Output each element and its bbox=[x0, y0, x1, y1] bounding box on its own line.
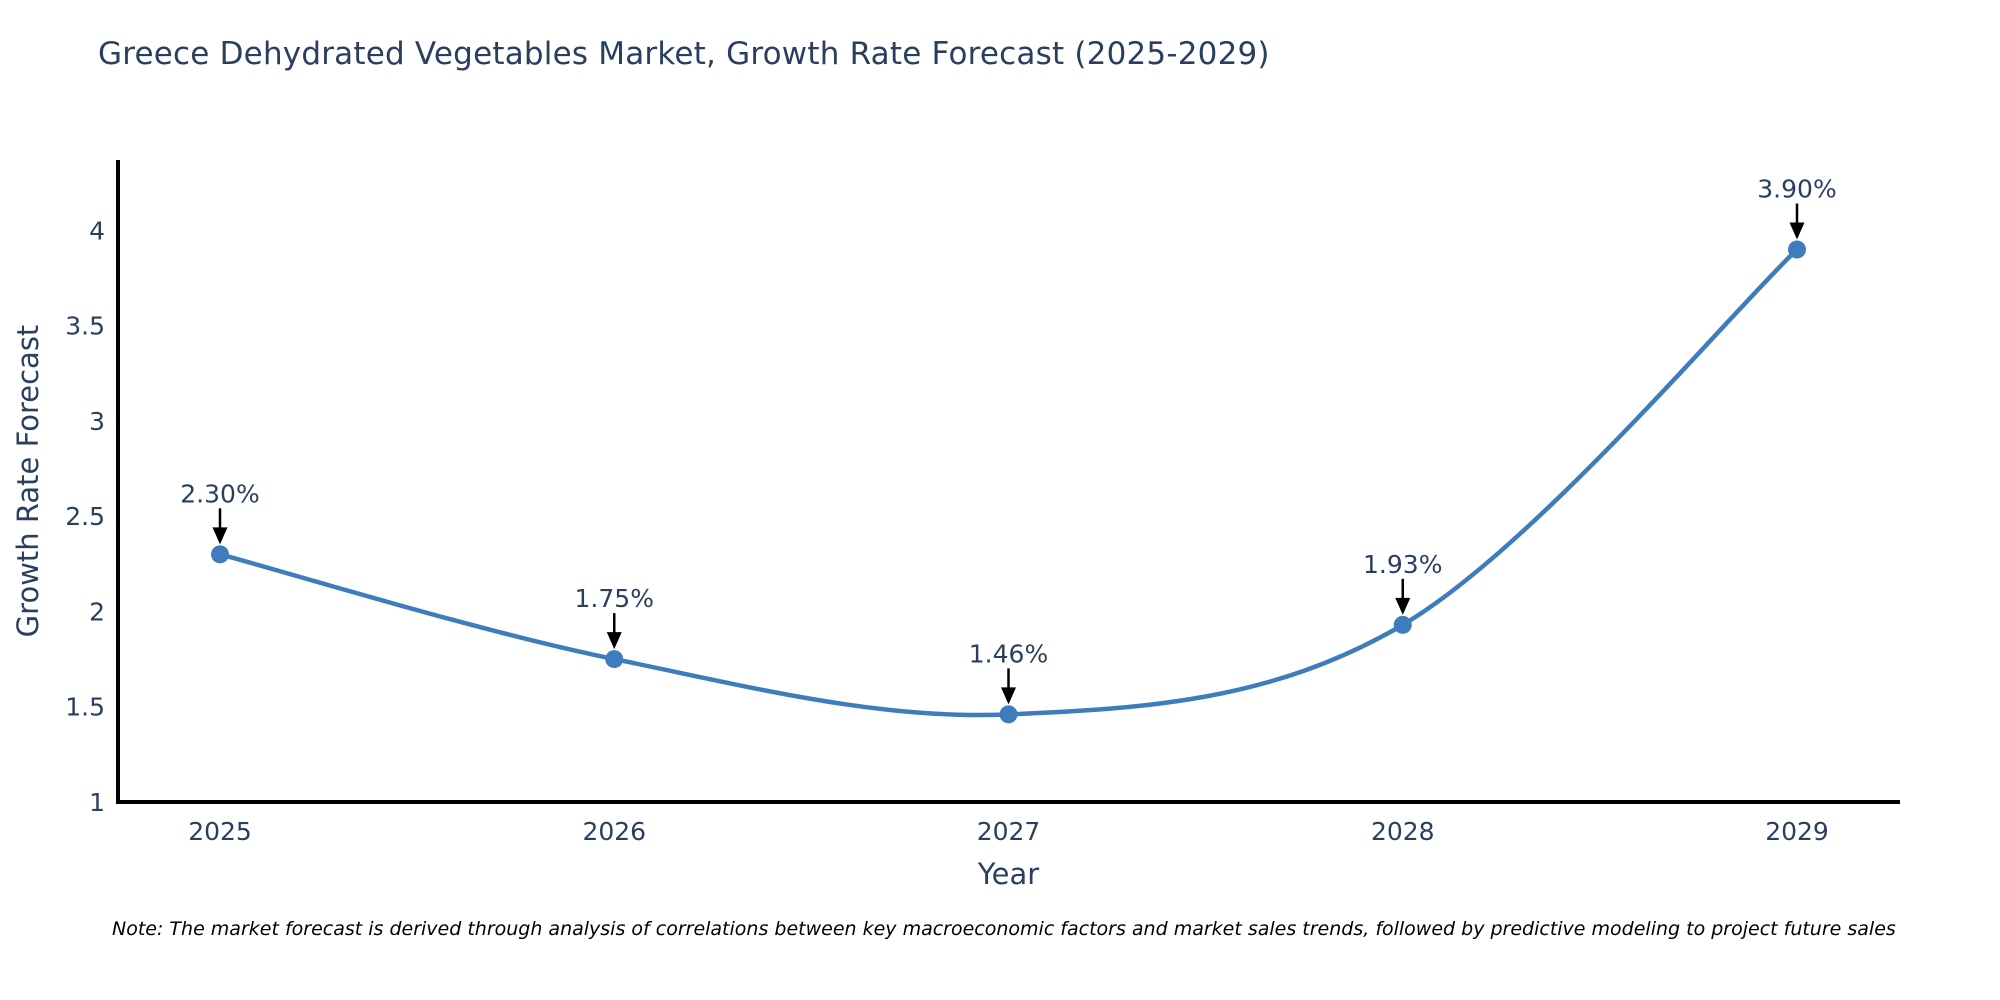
y-axis-title: Growth Rate Forecast bbox=[11, 325, 45, 638]
point-label: 3.90% bbox=[1757, 175, 1836, 204]
x-tick-label: 2027 bbox=[977, 817, 1041, 846]
chart-title: Greece Dehydrated Vegetables Market, Gro… bbox=[98, 36, 1270, 72]
data-point-2026[interactable] bbox=[605, 650, 624, 669]
data-point-2027[interactable] bbox=[999, 705, 1018, 724]
data-point-2029[interactable] bbox=[1788, 240, 1806, 259]
data-point-2025[interactable] bbox=[211, 545, 229, 564]
y-tick-label: 2 bbox=[89, 597, 105, 626]
point-label: 2.30% bbox=[180, 479, 259, 508]
forecast-line bbox=[217, 247, 1800, 718]
annotation-arrowhead bbox=[212, 527, 228, 545]
y-tick-label: 3.5 bbox=[65, 312, 105, 341]
point-label: 1.46% bbox=[969, 639, 1048, 668]
point-label: 1.93% bbox=[1363, 550, 1442, 579]
y-tick-label: 1 bbox=[89, 788, 105, 817]
annotation-arrowhead bbox=[1395, 597, 1411, 615]
y-tick-label: 3 bbox=[89, 407, 105, 436]
x-tick-label: 2028 bbox=[1371, 817, 1435, 846]
data-point-2028[interactable] bbox=[1393, 615, 1412, 634]
point-label: 1.75% bbox=[575, 584, 654, 613]
y-tick-label: 4 bbox=[89, 216, 105, 245]
x-axis-title: Year bbox=[977, 857, 1039, 891]
x-tick-label: 2026 bbox=[582, 817, 646, 846]
x-tick-label: 2025 bbox=[188, 817, 252, 846]
annotation-arrowhead bbox=[1001, 687, 1016, 705]
y-tick-label: 1.5 bbox=[65, 693, 105, 722]
annotation-arrowhead bbox=[1789, 222, 1805, 240]
annotation-arrowhead bbox=[606, 632, 622, 650]
y-tick-label: 2.5 bbox=[65, 502, 105, 531]
x-tick-label: 2029 bbox=[1765, 817, 1829, 846]
footnote: Note: The market forecast is derived thr… bbox=[112, 918, 1896, 940]
